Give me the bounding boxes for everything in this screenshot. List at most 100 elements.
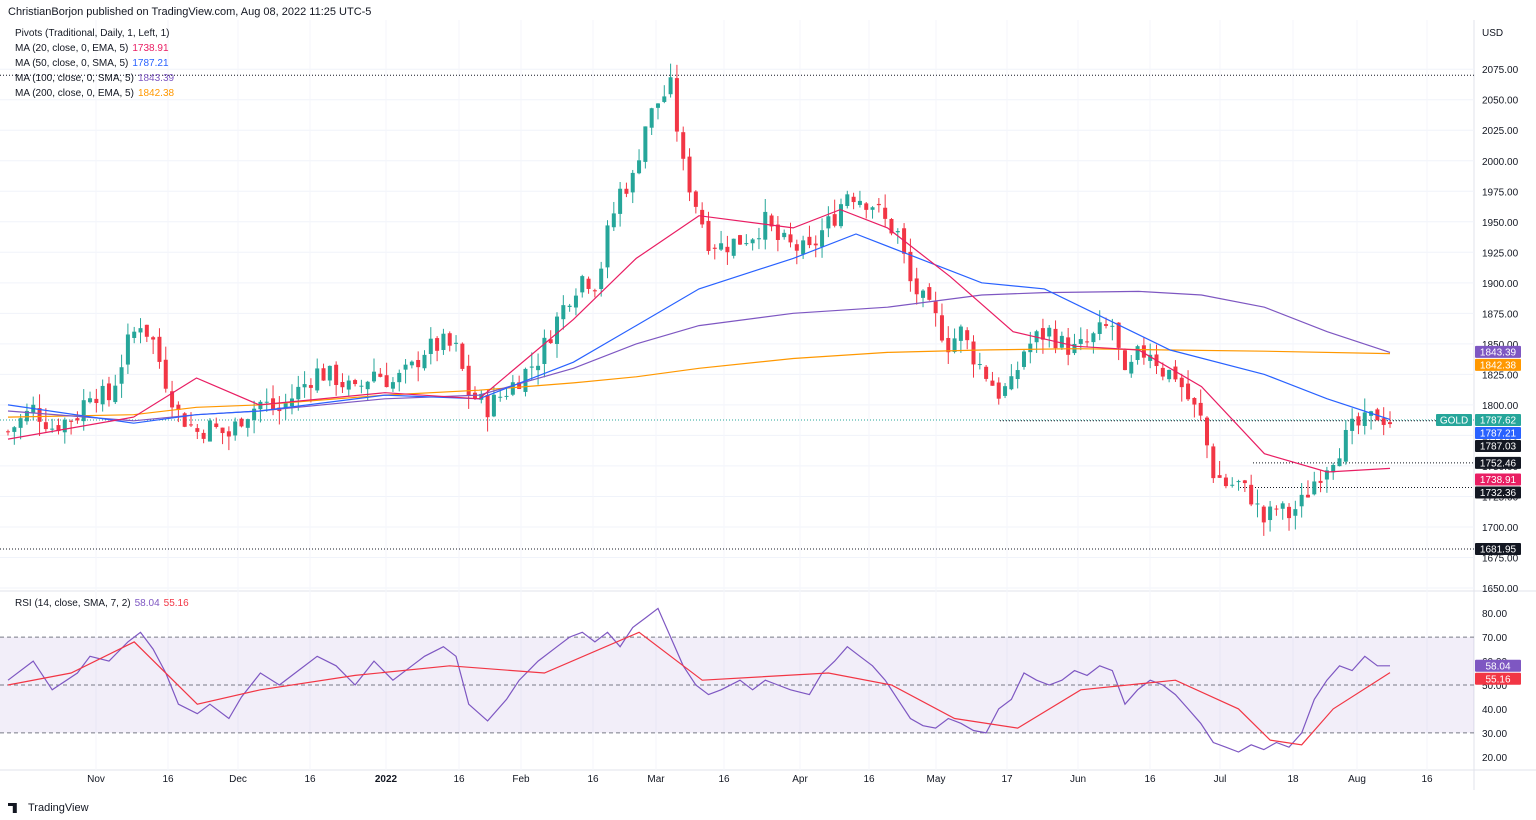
candle-body [1116, 322, 1121, 348]
candle-body [952, 338, 957, 352]
candle-body [163, 359, 168, 389]
candle-body [485, 395, 490, 418]
price-axis-label: 1752.46 [1480, 458, 1517, 469]
price-axis-label: 1787.03 [1480, 442, 1517, 453]
price-axis-label-bg [1475, 427, 1521, 440]
candle-body [611, 213, 616, 228]
candle-body [1268, 506, 1273, 521]
candle-body [668, 77, 673, 95]
candle-body [6, 431, 10, 433]
candle-body [895, 230, 900, 233]
candle-body [504, 395, 509, 397]
rsi-axis-label-bg [1475, 672, 1521, 685]
candle-body [965, 330, 970, 341]
candle-body [933, 301, 938, 314]
candle-body [435, 338, 440, 351]
price-axis-label-bg [1475, 440, 1521, 453]
price-axis-tick: 1675.00 [1482, 553, 1519, 564]
candle-body [12, 427, 17, 432]
candle-body [693, 191, 698, 207]
price-axis-label: 1732.36 [1480, 488, 1517, 499]
candle-body [466, 365, 471, 396]
candle-body [1274, 508, 1279, 510]
time-axis-tick: Apr [792, 774, 808, 785]
candle-body [403, 364, 408, 370]
candle-body [883, 207, 888, 219]
candle-body [353, 380, 358, 385]
candle-body [1287, 506, 1292, 519]
candle-body [1003, 386, 1008, 396]
candle-body [674, 78, 679, 132]
candle-body [630, 172, 635, 193]
candle-body [1028, 343, 1033, 353]
ma20-line [7, 208, 1391, 473]
footer-brand[interactable]: TradingView [28, 802, 89, 814]
time-axis-tick: Nov [87, 774, 105, 785]
candle-body [977, 364, 982, 366]
candle-body [637, 160, 642, 174]
candle-body [170, 391, 175, 408]
candle-body [176, 404, 181, 410]
candle-body [744, 243, 749, 245]
candle-body [447, 333, 452, 346]
candle-body [334, 364, 339, 385]
candle-body [851, 196, 856, 203]
candle-body [1122, 350, 1127, 371]
price-axis-label-bg [1475, 486, 1521, 499]
candle-body [775, 224, 780, 240]
candle-body [820, 230, 825, 247]
candle-body [1230, 484, 1235, 486]
price-axis-label: 1738.91 [1480, 475, 1517, 486]
candle-body [220, 427, 225, 434]
candle-body [100, 385, 105, 405]
candle-body [1255, 503, 1260, 505]
candle-body [1135, 346, 1140, 360]
rsi-axis-label: 58.04 [1485, 661, 1510, 672]
candle-body [138, 328, 143, 333]
candle-body [864, 203, 869, 210]
legend-rsi-signal: 55.16 [163, 598, 189, 609]
candle-body [1350, 418, 1355, 431]
candle-body [624, 188, 629, 194]
candle-body [1179, 377, 1184, 388]
price-axis-tick: 1975.00 [1482, 187, 1519, 198]
candle-body [119, 367, 124, 384]
candle-body [996, 382, 1001, 399]
candle-body [296, 386, 301, 400]
ma50-line [7, 233, 1391, 424]
candle-body [1381, 418, 1386, 425]
candle-body [252, 408, 257, 421]
candle-body [801, 240, 806, 255]
candle-body [1217, 475, 1222, 478]
candle-body [214, 423, 219, 427]
candle-body [113, 385, 118, 403]
time-axis-tick: 18 [1287, 774, 1299, 785]
tradingview-logo-icon [8, 803, 17, 813]
candle-body [719, 243, 724, 250]
candle-body [826, 216, 831, 229]
rsi-axis-tick: 50.00 [1482, 681, 1507, 692]
candle-body [1021, 351, 1026, 367]
legend-ma100: MA (100, close, 0, SMA, 5) 1843.39 [15, 73, 174, 84]
candle-body [510, 382, 515, 395]
candle-body [283, 403, 288, 408]
candle-body [1173, 366, 1178, 380]
candle-body [428, 338, 433, 355]
candle-body [687, 156, 692, 193]
legend-rsi: RSI (14, close, SMA, 7, 2) 58.04 55.16 [15, 598, 189, 609]
candle-body [1104, 324, 1109, 326]
symbol-tag: GOLD [1440, 416, 1468, 427]
candle-body [681, 132, 686, 159]
legend-rsi-label: RSI (14, close, SMA, 7, 2) [15, 598, 131, 609]
candle-body [88, 398, 93, 403]
legend-ma50-value: 1787.21 [132, 58, 169, 69]
candle-body [359, 385, 364, 387]
candle-body [750, 239, 755, 244]
time-axis-tick: 16 [304, 774, 316, 785]
candle-body [984, 366, 989, 379]
candle-body [37, 408, 42, 422]
candle-body [1211, 446, 1216, 479]
candle-body [580, 276, 585, 293]
candle-body [908, 251, 913, 282]
